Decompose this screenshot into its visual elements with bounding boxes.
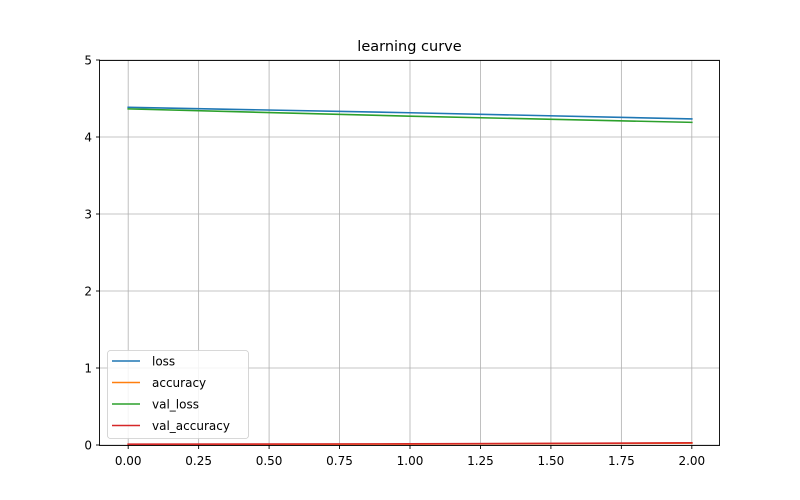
x-tick-label: 0.00: [115, 454, 142, 468]
x-tick-label: 0.50: [256, 454, 283, 468]
y-tick-label: 3: [84, 208, 92, 222]
x-tick-label: 1.50: [538, 454, 565, 468]
plot-area-frame: [99, 60, 720, 446]
legend: loss accuracy val_loss val_accuracy: [107, 350, 249, 439]
legend-box: [107, 350, 249, 439]
x-tick-label: 0.25: [185, 454, 212, 468]
legend-label-val-loss: val_loss: [152, 398, 199, 412]
x-tick-label: 1.75: [608, 454, 635, 468]
x-tick-label: 2.00: [678, 454, 705, 468]
series-line-val-loss: [127, 108, 693, 124]
y-tick-label: 4: [84, 131, 92, 145]
legend-label-val-accuracy: val_accuracy: [152, 419, 230, 433]
series-lines: [127, 106, 693, 446]
series-line-val-accuracy: [127, 442, 693, 446]
y-tick-label: 5: [84, 54, 92, 68]
x-axis: 0.00 0.25 0.50 0.75 1.00 1.25 1.50 1.75 2.00: [115, 445, 705, 468]
legend-label-accuracy: accuracy: [152, 376, 206, 390]
chart-title: learning curve: [357, 39, 461, 55]
y-axis: 0 1 2 3 4 5: [84, 54, 100, 453]
x-tick-label: 1.00: [397, 454, 424, 468]
legend-label-loss: loss: [152, 355, 175, 369]
x-tick-label: 0.75: [326, 454, 353, 468]
series-line-loss: [127, 106, 693, 120]
y-tick-label: 0: [84, 439, 92, 453]
y-tick-label: 1: [84, 362, 92, 376]
x-tick-label: 1.25: [467, 454, 494, 468]
y-tick-label: 2: [84, 285, 92, 299]
